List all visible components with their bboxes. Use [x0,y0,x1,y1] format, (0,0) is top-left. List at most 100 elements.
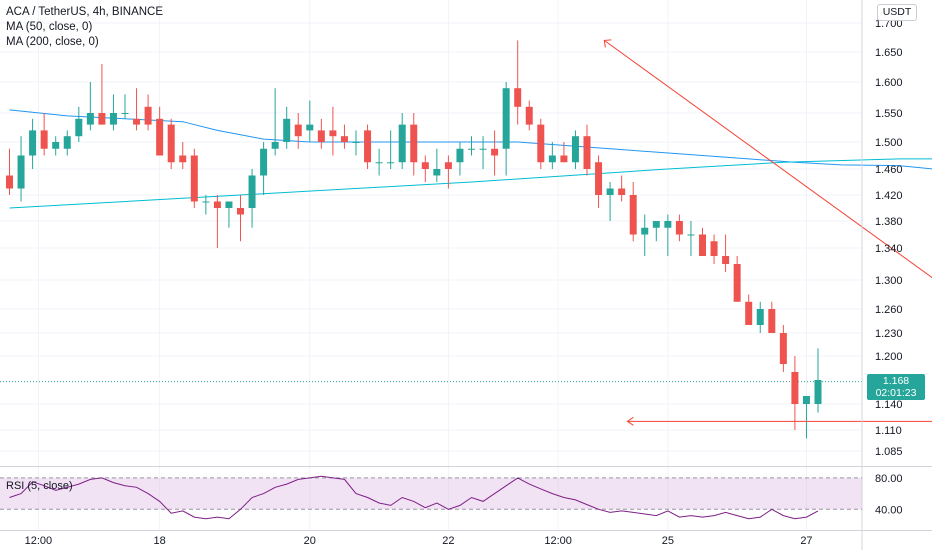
candle-body [422,162,429,169]
ma200-legend[interactable]: MA (200, close, 0) [6,35,163,50]
bullish-candle [653,221,660,241]
time-tick-label: 20 [304,535,316,547]
price-tick-label: 1.300 [875,275,903,287]
bullish-candle [52,136,59,155]
bullish-candle [272,88,279,155]
bullish-candle [249,169,256,228]
candle-body [18,156,25,189]
bearish-candle [630,182,637,241]
candle-body [410,125,417,163]
bar-countdown: 02:01:23 [867,387,925,399]
bullish-candle [572,130,579,169]
bullish-candle [122,94,129,118]
bearish-candle [145,94,152,130]
price-tick-label: 1.340 [875,243,903,255]
candle-body [456,149,463,163]
candle-body [584,136,591,169]
ma50-legend[interactable]: MA (50, close, 0) [6,20,163,35]
bearish-candle [422,156,429,183]
price-tick-label: 1.230 [875,328,903,340]
bullish-candle [803,396,810,438]
candle-body [433,169,440,176]
candle-body [399,125,406,163]
price-tick-label: 1.260 [875,304,903,316]
candle-body [225,202,232,209]
bullish-candle [687,221,694,256]
bearish-candle [237,195,244,241]
bearish-candle [98,64,105,125]
bullish-candle [757,302,764,333]
candlesticks [6,40,822,438]
bullish-candle [399,113,406,169]
bearish-candle [734,256,741,302]
bullish-candle [87,82,94,130]
price-tick-label: 1.380 [875,216,903,228]
candle-body [364,130,371,162]
bearish-candle [595,156,602,209]
candle-body [179,156,186,163]
bullish-candle [815,348,822,412]
candle-body [503,88,510,149]
bearish-candle [722,235,729,273]
bearish-candle [584,125,591,176]
symbol-title[interactable]: ACA / TetherUS, 4h, BINANCE [6,5,163,20]
candle-body [376,162,383,163]
price-tick-label: 1.600 [875,77,903,89]
bullish-candle [75,107,82,142]
chart-legend: ACA / TetherUS, 4h, BINANCE MA (50, clos… [6,5,163,50]
candle-body [52,142,59,149]
candle-body [607,189,614,196]
candle-body [6,176,13,189]
candle-body [537,125,544,163]
price-tick-label: 1.085 [875,446,903,458]
price-tick-label: 1.420 [875,190,903,202]
candle-body [572,136,579,162]
rsi-legend[interactable]: RSI (5, close) [6,480,73,492]
candle-body [722,256,729,264]
candle-body [699,235,706,257]
candle-body [168,125,175,163]
time-tick-label: 12:00 [544,535,572,547]
bearish-candle [295,113,302,149]
candle-body [560,156,567,163]
candle-body [618,189,625,196]
moving-averages [0,110,932,382]
user-drawings[interactable] [604,40,932,425]
bearish-candle [168,119,175,169]
candle-body [64,136,71,149]
currency-badge[interactable]: USDT [877,4,917,21]
candle-body [387,162,394,163]
bullish-candle [353,130,360,155]
bearish-candle [768,302,775,333]
bearish-candle [410,113,417,176]
candle-body [214,202,221,209]
candle-body [110,113,117,125]
bullish-candle [110,94,117,130]
price-tick-label: 1.110 [875,425,902,437]
candle-body [353,142,360,143]
time-tick-label: 27 [800,535,812,547]
candle-body [156,119,163,156]
bearish-candle [745,295,752,326]
candle-body [757,309,764,325]
candle-body [41,130,48,148]
candle-body [260,149,267,176]
bearish-candle [791,356,798,430]
bearish-candle [329,107,336,156]
candle-body [468,149,475,150]
bullish-candle [456,142,463,176]
candle-body [75,119,82,136]
bullish-candle [202,195,209,215]
candle-body [815,380,822,404]
candle-body [734,264,741,302]
last-price-tag: 1.168 02:01:23 [867,374,925,400]
bearish-candle [179,142,186,169]
grid-lines [0,0,862,530]
bullish-candle [607,182,614,221]
bullish-candle [433,149,440,182]
bullish-candle [480,136,487,169]
bearish-candle [699,228,706,256]
price-tick-label: 1.140 [875,399,903,411]
